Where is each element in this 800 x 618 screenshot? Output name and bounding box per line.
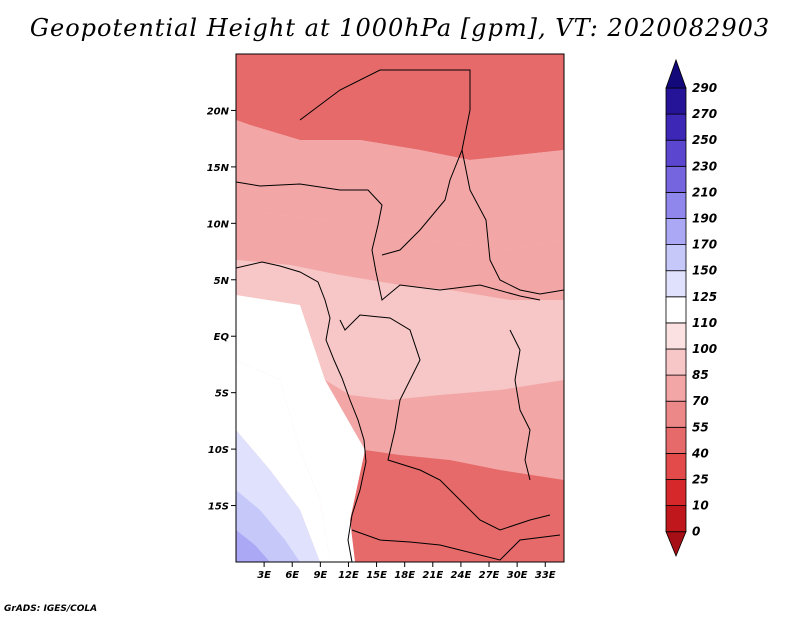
x-tick-label: 15E bbox=[366, 570, 387, 581]
colorbar: 0 10 25 40 55 70 85 100 110 125 150 170 190 210 230 250… bbox=[665, 58, 717, 558]
colorbar-swatch bbox=[665, 452, 687, 480]
colorbar-swatch bbox=[665, 426, 687, 454]
x-tick-label: 9E bbox=[313, 570, 327, 581]
region-gulf-coast bbox=[236, 260, 564, 335]
region-atlantic-corner bbox=[236, 530, 270, 562]
region-south-central bbox=[325, 380, 564, 480]
x-tick-label: 18E bbox=[394, 570, 415, 581]
y-axis: 20N 15N 10N 5N EQ 5S 10S 15S bbox=[207, 106, 236, 513]
y-tick-label: 20N bbox=[207, 106, 230, 117]
colorbar-label: 70 bbox=[692, 394, 709, 408]
plot-area bbox=[235, 53, 565, 563]
colorbar-label: 170 bbox=[692, 238, 717, 252]
plot-frame bbox=[235, 53, 565, 563]
colorbar-label: 55 bbox=[692, 420, 709, 434]
colorbar-label: 190 bbox=[692, 212, 717, 226]
y-tick-label: 15S bbox=[208, 502, 229, 513]
colorbar-swatch bbox=[665, 87, 687, 115]
x-tick-label: 27E bbox=[479, 570, 500, 581]
colorbar-label: 270 bbox=[692, 107, 717, 121]
colorbar-swatch bbox=[665, 113, 687, 141]
colorbar-swatch bbox=[665, 322, 687, 350]
colorbar-label: 40 bbox=[691, 446, 709, 460]
colorbar-label: 100 bbox=[692, 342, 717, 356]
colorbar-swatch bbox=[665, 165, 687, 193]
region-atlantic-open bbox=[236, 360, 330, 562]
chart-title: Geopotential Height at 1000hPa [gpm], VT… bbox=[29, 14, 771, 42]
y-tick-label: 10N bbox=[207, 219, 230, 230]
region-northwest bbox=[236, 120, 564, 250]
lake-great-lakes bbox=[509, 329, 531, 481]
x-tick-label: 6E bbox=[285, 570, 299, 581]
credit-text: GrADS: IGES/COLA bbox=[4, 604, 98, 614]
x-tick-label: 12E bbox=[338, 570, 359, 581]
x-tick-label: 33E bbox=[535, 570, 556, 581]
y-tick-label: 5N bbox=[214, 276, 230, 287]
coastline bbox=[236, 261, 367, 562]
region-sahel bbox=[236, 210, 564, 300]
x-tick-label: 30E bbox=[507, 570, 528, 581]
map-boundaries bbox=[236, 69, 564, 562]
border-sahel bbox=[236, 181, 541, 301]
x-tick-label: 3E bbox=[257, 570, 271, 581]
x-tick-label: 24E bbox=[451, 570, 472, 581]
colorbar-swatch bbox=[665, 139, 687, 167]
colorbar-swatch bbox=[665, 348, 687, 376]
border-east bbox=[461, 149, 564, 295]
colorbar-swatch bbox=[665, 531, 687, 558]
colorbar-label: 150 bbox=[692, 264, 717, 278]
colorbar-swatch bbox=[665, 244, 687, 272]
colorbar-swatch bbox=[665, 374, 687, 402]
colorbar-swatch bbox=[665, 58, 687, 89]
colorbar-label: 0 bbox=[692, 525, 700, 539]
colorbar-label: 210 bbox=[692, 185, 717, 199]
colorbar-label: 10 bbox=[692, 499, 709, 513]
colorbar-swatch bbox=[665, 479, 687, 507]
region-congo-basin bbox=[300, 305, 564, 400]
colorbar-label: 110 bbox=[692, 316, 717, 330]
colorbar-swatch bbox=[665, 218, 687, 246]
y-tick-label: 15N bbox=[207, 163, 230, 174]
colorbar-swatch bbox=[665, 296, 687, 324]
colorbar-label: 250 bbox=[692, 133, 717, 147]
colorbar-swatch bbox=[665, 400, 687, 428]
region-angola-south bbox=[350, 450, 564, 562]
x-tick-label: 21E bbox=[422, 570, 443, 581]
border-central bbox=[339, 314, 551, 531]
colorbar-swatch bbox=[665, 505, 687, 533]
colorbar-swatch bbox=[665, 270, 687, 298]
region-sahara-north bbox=[236, 54, 564, 160]
x-axis: 3E 6E 9E 12E 15E 18E 21E 24E 27E 30E 33E bbox=[257, 562, 556, 581]
colorbar-label: 25 bbox=[692, 473, 709, 487]
y-tick-label: 5S bbox=[215, 389, 229, 400]
y-tick-label: 10S bbox=[208, 445, 229, 456]
colorbar-swatch bbox=[665, 191, 687, 219]
colorbar-label: 125 bbox=[692, 290, 717, 304]
border-south bbox=[351, 529, 561, 561]
colorbar-label: 230 bbox=[692, 159, 717, 173]
colorbar-label: 85 bbox=[692, 368, 709, 382]
region-atlantic-near bbox=[236, 295, 365, 562]
colorbar-label: 290 bbox=[692, 81, 717, 95]
y-tick-label: EQ bbox=[214, 332, 230, 343]
